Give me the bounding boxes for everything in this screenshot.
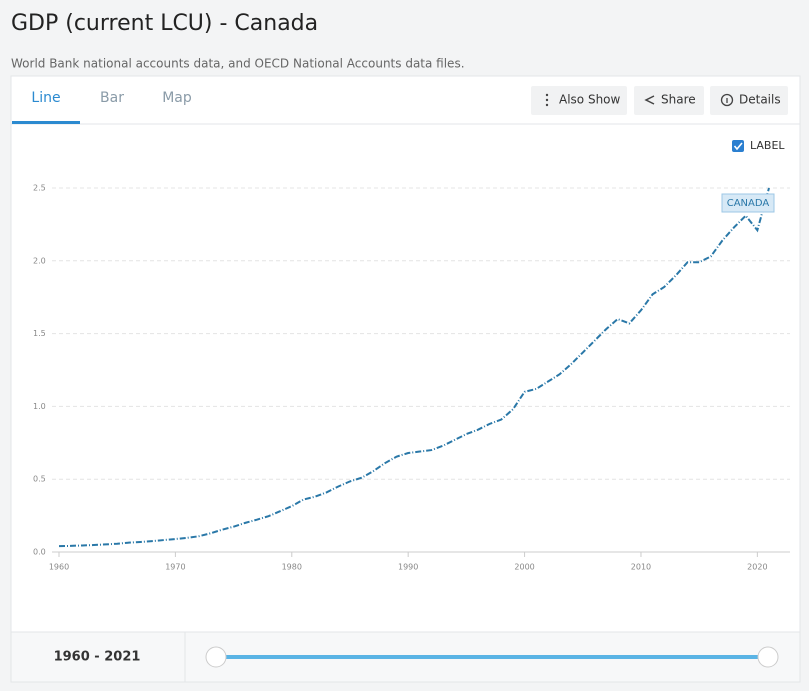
range-handle[interactable] xyxy=(757,646,779,668)
button-label: Details xyxy=(739,93,781,107)
icon xyxy=(644,95,655,105)
x-tick-label: 2000 xyxy=(514,563,534,572)
series-label: CANADA xyxy=(727,198,770,209)
checkbox xyxy=(732,140,744,152)
range-handle[interactable] xyxy=(205,646,227,668)
button[interactable]: Share xyxy=(634,86,704,115)
icon xyxy=(545,103,549,107)
toggle-label: LABEL xyxy=(750,139,785,152)
tab[interactable]: Map xyxy=(162,90,192,106)
label-toggle[interactable]: LABEL xyxy=(732,139,785,152)
subtitle: World Bank national accounts data, and O… xyxy=(11,57,465,71)
tab[interactable]: Bar xyxy=(100,90,124,106)
button[interactable]: Also Show xyxy=(531,86,627,115)
y-tick-label: 1.5 xyxy=(33,329,46,338)
tab-underline xyxy=(12,121,80,124)
page-title: GDP (current LCU) - Canada xyxy=(11,11,318,36)
button-bg xyxy=(634,86,704,115)
button-bg xyxy=(710,86,788,115)
series-line xyxy=(58,187,770,548)
y-tick-label: 2.5 xyxy=(33,184,46,193)
y-tick-label: 0.0 xyxy=(33,548,46,557)
series-label-bg xyxy=(721,193,775,213)
button[interactable]: Details xyxy=(710,86,788,115)
card xyxy=(10,75,801,683)
x-tick-label: 1980 xyxy=(282,563,302,572)
x-tick-label: 1970 xyxy=(165,563,185,572)
plot: 0.0 0.5 1.0 1.5 2.0 2.5 1960 1970 1980 1990 2000 20… xyxy=(33,184,790,572)
checkmark xyxy=(733,142,743,151)
button-bg xyxy=(531,86,627,115)
y-tick-label: 2.0 xyxy=(33,256,46,265)
range-label: 1960 - 2021 xyxy=(54,650,141,665)
button-label: Also Show xyxy=(559,93,621,107)
x-tick-label: 1990 xyxy=(398,563,418,572)
x-tick-label: 1960 xyxy=(49,563,69,572)
y-tick-label: 0.5 xyxy=(33,475,46,484)
icon xyxy=(545,98,549,102)
x-tick-label: 2020 xyxy=(747,563,767,572)
icon xyxy=(545,93,549,97)
x-tick-label: 2010 xyxy=(631,563,651,572)
button-label: Share xyxy=(661,93,696,107)
icon xyxy=(720,93,734,107)
tab[interactable]: Line xyxy=(31,90,60,106)
y-tick-label: 1.0 xyxy=(33,402,46,411)
